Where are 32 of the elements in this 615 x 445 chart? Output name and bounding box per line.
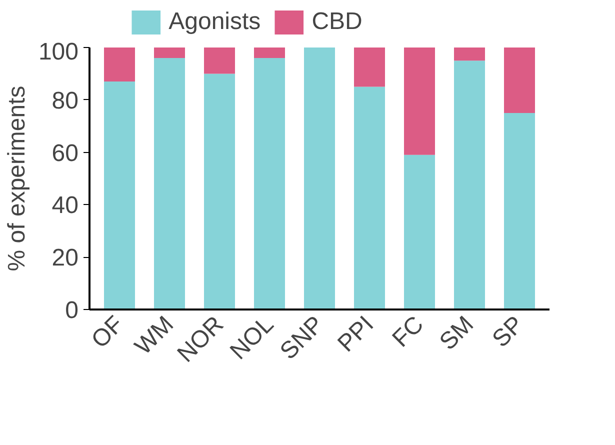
bar <box>104 82 135 310</box>
bar <box>154 48 185 58</box>
bar <box>404 154 435 310</box>
y-tick-label: 80 <box>52 87 79 114</box>
x-tick-label: NOL <box>225 310 280 365</box>
y-tick-label: 0 <box>65 297 79 324</box>
x-tick-label: FC <box>387 310 430 353</box>
bar <box>354 86 385 310</box>
bar <box>204 48 235 74</box>
bar <box>204 74 235 310</box>
bar <box>104 48 135 82</box>
y-tick-label: 20 <box>52 244 79 272</box>
bar <box>454 60 485 310</box>
bar <box>504 113 535 310</box>
bar <box>254 58 285 310</box>
x-tick-label: SP <box>487 310 530 353</box>
bar <box>304 48 335 310</box>
bar <box>254 48 285 58</box>
y-tick-label: 40 <box>52 192 79 220</box>
bar <box>504 48 535 113</box>
bar <box>354 48 385 87</box>
bar <box>454 48 485 61</box>
x-tick-label: SM <box>434 310 480 356</box>
bar <box>154 58 185 310</box>
y-axis-title: % of experiments <box>3 86 30 272</box>
legend-label: Agonists <box>168 8 261 36</box>
y-tick-label: 100 <box>38 38 79 66</box>
bar <box>404 48 435 155</box>
y-tick-label: 60 <box>52 140 79 167</box>
x-tick-label: OF <box>86 310 130 354</box>
legend-label: CBD <box>312 8 362 36</box>
x-tick-label: PPI <box>332 310 380 358</box>
